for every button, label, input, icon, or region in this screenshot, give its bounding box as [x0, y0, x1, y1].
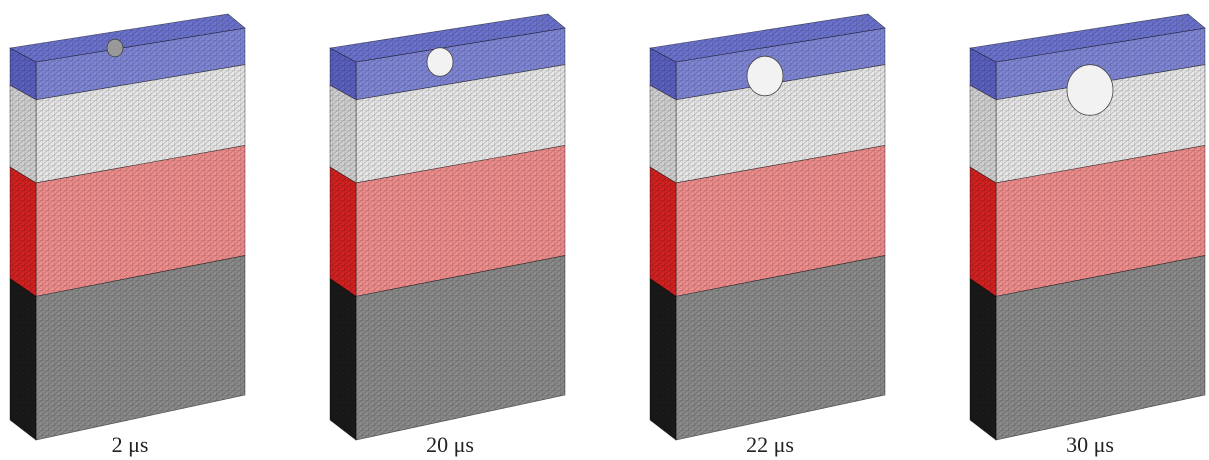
impact-crater	[107, 39, 123, 57]
mesh-overlay	[970, 279, 996, 440]
mesh-overlay	[970, 167, 996, 296]
time-label: 22 μs	[746, 432, 794, 457]
mesh-overlay	[330, 85, 356, 183]
time-label: 20 μs	[426, 432, 474, 457]
snapshot-panel: 30 μs	[970, 14, 1205, 457]
time-label: 2 μs	[112, 432, 149, 457]
mesh-overlay	[650, 279, 676, 440]
impact-crater	[427, 48, 453, 77]
mesh-overlay	[330, 279, 356, 440]
impact-crater	[747, 56, 783, 96]
snapshot-panel: 2 μs	[10, 14, 245, 457]
mesh-overlay	[10, 279, 36, 440]
mesh-overlay	[10, 167, 36, 296]
snapshot-panel: 20 μs	[330, 14, 565, 457]
mesh-overlay	[650, 85, 676, 183]
mesh-overlay	[650, 167, 676, 296]
figure: 2 μs 20 μs 22 μs 30 μs	[0, 0, 1209, 460]
mesh-overlay	[970, 85, 996, 183]
mesh-overlay	[10, 85, 36, 183]
snapshot-panel: 22 μs	[650, 14, 885, 457]
time-label: 30 μs	[1066, 432, 1114, 457]
mesh-overlay	[330, 167, 356, 296]
impact-crater	[1067, 65, 1113, 116]
